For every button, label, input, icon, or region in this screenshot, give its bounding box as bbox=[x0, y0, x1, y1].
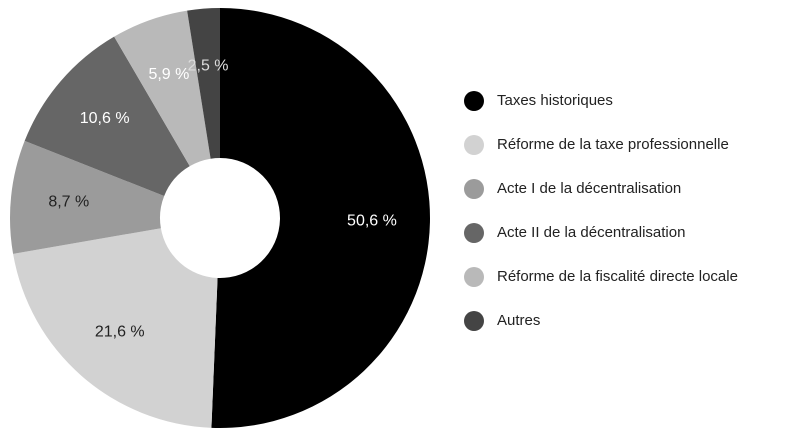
legend-swatch bbox=[464, 91, 484, 111]
legend-label: Réforme de la fiscalité directe locale bbox=[497, 268, 738, 285]
legend-swatch bbox=[464, 223, 484, 243]
legend-swatch bbox=[464, 267, 484, 287]
slice bbox=[114, 10, 211, 167]
legend-label: Taxes historiques bbox=[497, 92, 613, 109]
data-label: 50,6 % bbox=[347, 212, 397, 229]
slice bbox=[13, 228, 218, 428]
data-label: 8,7 % bbox=[48, 194, 89, 211]
legend-label: Acte II de la décentralisation bbox=[497, 224, 685, 241]
slice bbox=[9, 140, 165, 254]
legend-label: Autres bbox=[497, 312, 540, 329]
data-label: 5,9 % bbox=[148, 66, 189, 83]
data-label: 21,6 % bbox=[95, 323, 145, 340]
data-label: 10,6 % bbox=[80, 110, 130, 127]
legend-swatch bbox=[464, 179, 484, 199]
data-label: 2,5 % bbox=[188, 58, 229, 75]
legend-label: Acte I de la décentralisation bbox=[497, 180, 681, 197]
slice bbox=[187, 8, 220, 159]
legend-swatch bbox=[464, 311, 484, 331]
slice bbox=[211, 8, 430, 428]
legend-swatch bbox=[464, 135, 484, 155]
slice bbox=[24, 36, 190, 196]
legend-label: Réforme de la taxe professionnelle bbox=[497, 136, 729, 153]
